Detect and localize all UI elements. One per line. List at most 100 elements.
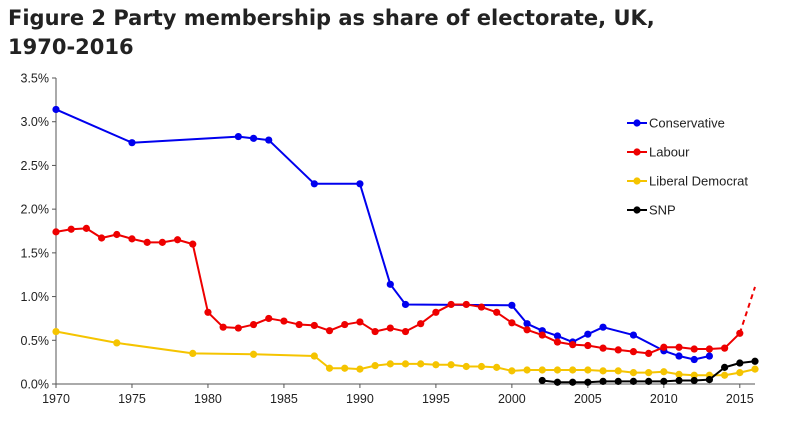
data-point-snp (599, 377, 607, 385)
y-tick-label: 1.0% (21, 290, 50, 304)
data-point-liberal-democrat (401, 360, 410, 368)
data-point-labour (553, 338, 562, 346)
data-point-liberal-democrat (249, 350, 258, 358)
data-point-conservative (234, 132, 242, 141)
data-point-conservative (629, 331, 638, 339)
data-point-labour (508, 319, 516, 327)
data-point-conservative (705, 352, 714, 360)
data-point-liberal-democrat (477, 362, 486, 371)
data-point-labour (249, 320, 258, 329)
data-point-labour (82, 224, 90, 232)
data-point-labour (417, 320, 425, 328)
x-tick-label: 1970 (42, 392, 70, 406)
data-point-snp (569, 378, 577, 386)
data-point-snp (751, 357, 759, 365)
data-point-snp (538, 376, 546, 385)
data-point-liberal-democrat (736, 369, 744, 377)
data-point-labour (690, 345, 698, 353)
data-point-liberal-democrat (751, 365, 759, 373)
data-point-liberal-democrat (113, 339, 121, 347)
data-point-labour (569, 341, 577, 349)
legend-label-snp: SNP (649, 203, 676, 218)
data-point-labour (189, 240, 197, 248)
x-tick-label: 2015 (726, 392, 754, 406)
data-point-liberal-democrat (371, 362, 379, 370)
data-point-liberal-democrat (386, 360, 394, 368)
chart-title-line-2: 1970-2016 (8, 35, 134, 59)
data-point-labour (113, 230, 121, 239)
data-point-liberal-democrat (553, 366, 562, 374)
data-point-labour (67, 225, 75, 233)
data-point-liberal-democrat (614, 367, 622, 375)
data-point-labour (52, 228, 60, 236)
x-tick-label: 1995 (422, 392, 450, 406)
x-tick-label: 2000 (498, 392, 526, 406)
data-point-conservative (523, 320, 531, 328)
data-point-snp (705, 376, 714, 384)
data-point-liberal-democrat (675, 370, 683, 378)
y-tick-label: 0.5% (21, 334, 50, 348)
data-point-snp (629, 377, 638, 385)
data-point-labour (538, 331, 546, 339)
data-point-labour (493, 308, 501, 316)
data-point-conservative (310, 180, 318, 188)
data-point-labour (204, 308, 212, 316)
data-point-liberal-democrat (599, 367, 607, 375)
legend-marker-labour (633, 148, 641, 156)
legend-label-liberal-democrat: Liberal Democrat (649, 174, 748, 189)
y-tick-label: 3.0% (21, 115, 50, 129)
data-point-labour (523, 326, 531, 334)
data-point-labour (234, 324, 242, 332)
data-point-labour (295, 320, 303, 329)
data-point-conservative (553, 332, 562, 340)
chart-title-line-1: Figure 2 Party membership as share of el… (8, 6, 655, 30)
data-point-labour (675, 343, 683, 351)
data-point-labour (386, 324, 394, 332)
data-point-labour (265, 314, 273, 323)
data-point-snp (614, 377, 622, 385)
data-point-labour (325, 327, 334, 335)
data-point-liberal-democrat (690, 371, 698, 379)
data-point-labour (371, 327, 379, 336)
data-point-conservative (401, 300, 410, 309)
data-point-conservative (52, 105, 60, 114)
data-point-labour (310, 321, 318, 330)
data-point-labour (660, 343, 668, 351)
legend-label-conservative: Conservative (649, 116, 725, 131)
data-point-labour (705, 345, 714, 353)
data-point-labour (401, 327, 410, 336)
x-tick-label: 1990 (346, 392, 374, 406)
x-tick-label: 1985 (270, 392, 298, 406)
data-point-liberal-democrat (341, 364, 349, 372)
series-dashed-line-labour (738, 286, 756, 334)
series-line-liberal-democrat (55, 330, 756, 377)
data-point-liberal-democrat (325, 364, 334, 372)
data-point-conservative (584, 330, 592, 338)
data-point-snp (721, 363, 729, 371)
y-tick-label: 2.5% (21, 159, 50, 173)
y-tick-label: 1.5% (21, 246, 50, 260)
legend-marker-liberal-democrat (633, 177, 641, 185)
data-point-labour (462, 300, 470, 309)
data-point-labour (584, 341, 592, 350)
data-point-liberal-democrat (356, 365, 364, 373)
data-point-liberal-democrat (538, 366, 546, 374)
data-point-conservative (249, 134, 258, 142)
data-point-snp (736, 359, 744, 367)
x-tick-label: 1980 (194, 392, 222, 406)
data-point-liberal-democrat (523, 366, 531, 374)
data-point-snp (660, 377, 668, 385)
data-point-liberal-democrat (189, 349, 197, 357)
data-point-liberal-democrat (645, 369, 653, 377)
data-point-liberal-democrat (432, 361, 440, 369)
data-point-labour (97, 234, 106, 242)
data-point-liberal-democrat (584, 366, 592, 374)
x-tick-label: 2010 (650, 392, 678, 406)
legend-marker-conservative (633, 119, 641, 127)
data-point-conservative (508, 301, 516, 309)
data-point-labour (219, 323, 227, 331)
data-point-labour (128, 235, 136, 243)
data-point-liberal-democrat (629, 369, 638, 377)
data-point-labour (599, 344, 607, 352)
